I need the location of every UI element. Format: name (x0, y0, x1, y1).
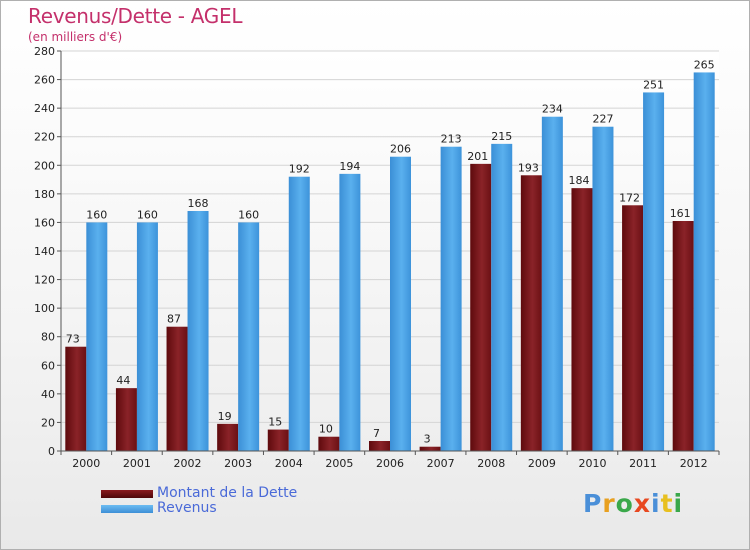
legend-label-revenue: Revenus (157, 500, 217, 516)
logo-letter: i (673, 489, 684, 518)
bar-debt (318, 436, 340, 451)
value-label-revenue: 206 (390, 143, 411, 156)
value-label-revenue: 160 (86, 208, 107, 221)
x-tick-label: 2002 (174, 457, 202, 470)
bar-debt (520, 175, 542, 452)
value-label-revenue: 251 (643, 78, 664, 91)
value-label-revenue: 234 (542, 103, 563, 116)
y-tick-label: 100 (34, 302, 55, 315)
bar-revenue (541, 116, 563, 451)
value-label-revenue: 168 (188, 197, 209, 210)
bar-debt (419, 446, 441, 451)
value-label-debt: 44 (116, 374, 130, 387)
value-label-revenue: 192 (289, 163, 310, 176)
x-tick-label: 2012 (680, 457, 708, 470)
value-label-debt: 10 (319, 423, 333, 436)
value-label-debt: 3 (424, 433, 431, 446)
x-tick-label: 2001 (123, 457, 151, 470)
x-tick-label: 2006 (376, 457, 404, 470)
value-label-debt: 161 (670, 207, 691, 220)
x-tick-label: 2005 (325, 457, 353, 470)
y-tick-label: 200 (34, 159, 55, 172)
x-tick-label: 2000 (72, 457, 100, 470)
bar-debt (267, 429, 289, 451)
value-label-revenue: 265 (694, 58, 715, 71)
legend-swatch-revenue (101, 505, 153, 513)
bar-revenue (643, 92, 665, 451)
x-tick-label: 2008 (477, 457, 505, 470)
bar-debt (166, 326, 188, 451)
value-label-debt: 15 (268, 416, 282, 429)
bar-revenue (86, 222, 108, 451)
y-tick-label: 160 (34, 216, 55, 229)
bar-debt (622, 205, 644, 451)
bar-revenue (390, 156, 411, 451)
bar-debt (672, 221, 694, 451)
logo-letter: P (583, 489, 603, 518)
y-tick-label: 60 (41, 359, 55, 372)
bar-debt (369, 441, 390, 451)
value-label-debt: 7 (373, 427, 380, 440)
x-axis: 2000 2001 2002 2003 2004 2005 2006 2007 2008 2009… (60, 450, 720, 470)
value-label-debt: 73 (66, 333, 80, 346)
x-tick-label: 2010 (578, 457, 606, 470)
value-label-revenue: 213 (441, 133, 462, 146)
bar-revenue (592, 126, 614, 451)
bar-revenue (339, 173, 361, 451)
value-label-revenue: 160 (238, 208, 259, 221)
logo-letter: o (615, 489, 634, 518)
x-tick-label: 2007 (427, 457, 455, 470)
y-tick-label: 0 (48, 445, 55, 458)
value-label-debt: 201 (467, 150, 488, 163)
value-label-debt: 172 (619, 191, 640, 204)
value-label-debt: 193 (518, 161, 539, 174)
bar-debt (470, 163, 492, 451)
y-tick-label: 240 (34, 102, 55, 115)
legend-label-debt: Montant de la Dette (157, 485, 298, 501)
bar-debt (571, 188, 593, 451)
logo-letter: x (633, 489, 651, 518)
bar-revenue (440, 146, 462, 451)
y-tick-label: 140 (34, 245, 55, 258)
y-tick-label: 280 (34, 45, 55, 58)
y-tick-label: 20 (41, 416, 55, 429)
x-tick-label: 2009 (528, 457, 556, 470)
value-label-debt: 19 (218, 410, 232, 423)
chart-title: Revenus/Dette - AGEL (28, 4, 243, 28)
bar-revenue (238, 222, 260, 451)
proxiti-logo: Proxiti (583, 489, 683, 518)
bar-revenue (693, 72, 715, 451)
value-label-revenue: 160 (137, 208, 158, 221)
bar-revenue (288, 176, 310, 451)
bar-revenue (136, 222, 158, 451)
logo-letter: i (651, 489, 661, 518)
bar-debt (115, 388, 137, 451)
logo-letter: t (660, 489, 674, 518)
value-label-revenue: 215 (491, 130, 512, 143)
bar-revenue (491, 143, 513, 451)
x-tick-label: 2003 (224, 457, 252, 470)
value-label-revenue: 227 (592, 113, 613, 126)
value-label-revenue: 194 (339, 160, 360, 173)
y-tick-label: 220 (34, 131, 55, 144)
legend-swatch-debt (101, 490, 153, 498)
value-label-debt: 184 (568, 174, 589, 187)
bars: 73 160 44 160 87 168 19 160 15 192 10 194 7 206 3 213 20… (65, 58, 715, 452)
x-tick-label: 2011 (629, 457, 657, 470)
y-axis: 0 20 40 60 80 100 120 140 160 180 200 220 240 260 280 (34, 45, 62, 458)
logo-letter: r (602, 489, 616, 518)
y-tick-label: 40 (41, 388, 55, 401)
bar-revenue (187, 211, 209, 451)
y-tick-label: 80 (41, 331, 55, 344)
value-label-debt: 87 (167, 313, 181, 326)
bar-debt (217, 423, 239, 451)
y-tick-label: 260 (34, 74, 55, 87)
y-tick-label: 120 (34, 274, 55, 287)
chart-subtitle: (en milliers d'€) (28, 30, 123, 44)
bar-debt (65, 346, 87, 451)
x-tick-label: 2004 (275, 457, 303, 470)
y-tick-label: 180 (34, 188, 55, 201)
